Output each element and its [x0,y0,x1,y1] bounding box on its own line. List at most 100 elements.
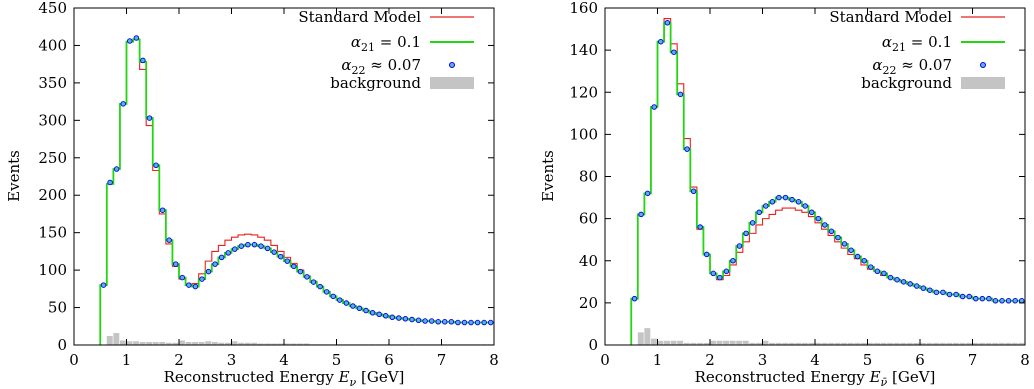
alpha22-point [776,194,782,201]
legend-label: α21 = 0.1 [351,33,421,54]
alpha22-point [264,245,271,252]
background-bar [146,342,153,345]
legend-label: background [861,74,952,92]
background-bar [847,342,854,345]
alpha22-point [481,319,487,326]
alpha22-point [782,194,789,201]
alpha22-point [992,298,999,304]
alpha22-point [861,258,867,264]
legend-swatch-blue-point [449,62,455,68]
x-tick-label: 4 [810,351,820,369]
alpha22-point [356,305,363,312]
legend-entry-alpha21: α21 = 0.1 [882,33,1005,54]
background-bar [854,342,861,345]
alpha22-point [297,268,304,275]
alpha22-point [671,49,677,55]
alpha22-point [212,261,218,267]
alpha22-points [100,35,494,326]
alpha22-point [795,199,802,205]
x-axis-title-variable: E [869,368,881,386]
background-bar [998,342,1005,345]
background-bar [119,340,126,345]
alpha22-point [442,319,448,325]
background-bar [297,343,304,345]
alpha22-point [461,319,468,326]
background-histogram [637,328,1025,345]
alpha22-point [763,203,769,209]
background-bar [637,332,644,345]
alpha22-point [973,295,979,302]
alpha22-point [730,258,736,264]
plot-frame [73,7,495,346]
alpha22-point [756,209,762,216]
background-bar [126,341,133,345]
background-bar [985,342,992,345]
background-bar [211,342,218,345]
x-axis-title-unit: [GeV] [356,368,404,386]
alpha22-point [868,264,874,270]
background-bar [801,342,808,345]
y-tick-label: 0 [588,336,598,354]
legend: Standard Model α21 = 0.1 α22 ≈ 0.07 back… [829,8,1005,92]
alpha22-point [769,199,776,205]
x-axis-title: Reconstructed Energy Eν̄ [GeV] [695,368,936,389]
y-tick-label: 450 [38,0,67,17]
alpha22-point [887,274,894,281]
alpha22-point [638,211,644,218]
background-bar [690,342,697,345]
alpha22-point [723,268,730,275]
alpha22-point [749,220,756,226]
y-tick-labels: 0 50 100 150 200 250 300 350 400 450 [38,0,67,354]
alpha22-point [396,315,402,321]
alpha22-point [199,276,205,282]
background-bar [179,340,185,345]
background-bar [257,343,264,345]
legend-entry-background: background [330,74,474,92]
alpha22-point [802,203,808,209]
alpha22-point [468,319,474,326]
y-tick-label: 50 [48,299,67,317]
alpha22-point [120,101,126,107]
alpha22-point [736,243,743,249]
alpha22-point [140,57,146,64]
alpha22-point [350,303,356,309]
x-tick-label: 0 [600,351,610,369]
alpha22-point [690,188,697,194]
background-bar [946,342,953,345]
legend: Standard Model α21 = 0.1 α22 ≈ 0.07 back… [298,8,474,92]
alpha22-point [959,293,966,300]
x-axis-title: Reconstructed Energy Eν [GeV] [164,368,405,389]
background-bar [670,340,677,345]
background-bar [808,342,815,345]
background-bar [159,342,166,345]
x-tick-label: 1 [653,351,663,369]
legend-label: Standard Model [829,8,952,26]
alpha22-point [848,247,854,253]
y-tick-label: 100 [569,125,598,143]
alpha22-point [238,243,245,249]
background-bar [703,342,710,345]
alpha22-point [409,316,415,323]
background-bar [696,342,703,345]
x-tick-label: 8 [489,351,499,369]
background-bar [677,340,684,345]
y-tick-label: 0 [57,336,67,354]
background-bar [828,342,835,345]
alpha22-point [835,234,841,241]
background-bar [270,343,277,345]
background-bar [277,343,284,345]
background-bar [939,342,946,345]
x-tick-label: 8 [1020,351,1030,369]
y-tick-label: 200 [38,186,67,204]
background-bar [959,342,966,345]
x-tick-label: 2 [705,351,715,369]
background-bar [224,342,231,345]
x-tick-label: 7 [968,351,978,369]
background-bar [788,342,795,345]
background-bar [106,336,113,345]
background-bar [683,342,690,345]
background-bar [834,342,841,345]
background-bar [795,342,802,345]
alpha22-point [369,310,376,316]
background-bar [185,342,192,345]
